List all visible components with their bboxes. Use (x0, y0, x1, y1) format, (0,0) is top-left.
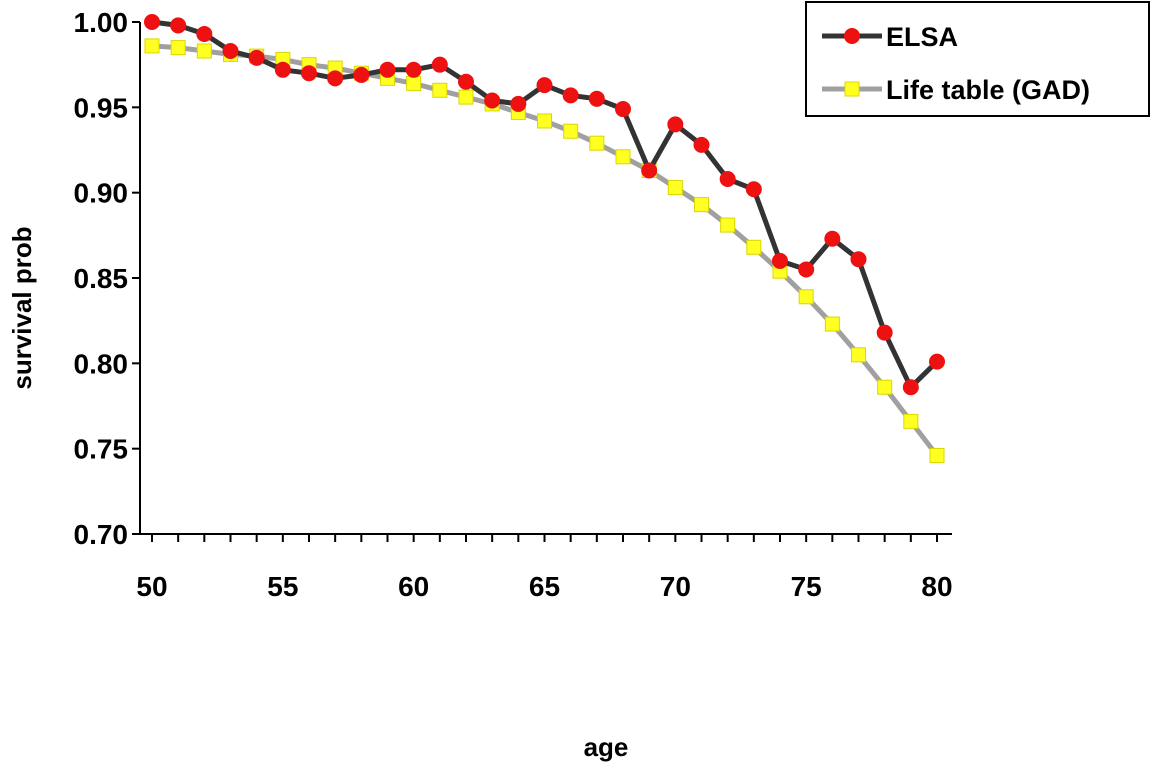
data-point (274, 61, 291, 78)
x-tick-label: 80 (921, 571, 952, 602)
data-point (536, 77, 553, 94)
legend-item: Life table (GAD) (822, 75, 1090, 105)
data-point (144, 14, 160, 30)
data-point (667, 180, 683, 196)
legend-marker (844, 81, 860, 97)
data-point (484, 92, 501, 109)
data-point (144, 38, 160, 54)
x-tick-label: 75 (791, 571, 822, 602)
data-point (772, 252, 788, 269)
data-point (588, 90, 605, 107)
data-point (458, 73, 474, 90)
data-point (824, 316, 840, 332)
data-point (746, 239, 762, 255)
series-elsa (144, 14, 945, 396)
data-point (641, 162, 658, 179)
data-point (929, 353, 945, 370)
data-point (824, 230, 841, 247)
data-point (798, 289, 814, 305)
legend: ELSA Life table (GAD) (805, 1, 1150, 117)
data-point (537, 113, 552, 129)
data-point (589, 135, 605, 151)
y-tick-label: 0.75 (74, 434, 129, 465)
x-tick-label: 65 (529, 571, 560, 602)
x-tick-label: 55 (267, 571, 298, 602)
legend-box (805, 1, 1150, 117)
x-axis-title: age (584, 732, 629, 762)
data-point (170, 40, 186, 56)
legend-label: ELSA (886, 22, 958, 52)
data-point (719, 171, 736, 188)
data-point (902, 379, 919, 396)
y-tick-label: 0.70 (74, 519, 129, 550)
data-point (301, 65, 317, 82)
data-point (615, 101, 631, 118)
data-point (798, 261, 815, 278)
series-layer (144, 14, 945, 463)
y-axis-title: survival prob (7, 226, 37, 389)
data-point (876, 324, 893, 341)
data-point (510, 95, 527, 112)
legend-item: ELSA (822, 22, 958, 52)
data-point (693, 136, 710, 153)
data-point (196, 25, 213, 42)
x-tick-label: 60 (398, 571, 429, 602)
data-point (877, 379, 893, 395)
y-tick-label: 1.00 (74, 7, 129, 38)
data-point (196, 43, 212, 59)
y-tick-label: 0.85 (74, 263, 129, 294)
data-point (562, 87, 579, 104)
x-tick-label: 70 (660, 571, 691, 602)
data-point (432, 82, 448, 98)
data-point (929, 447, 945, 463)
data-point (170, 17, 187, 34)
data-point (745, 181, 762, 198)
data-point (353, 66, 370, 83)
data-point (694, 197, 709, 213)
x-tick-label: 50 (136, 571, 167, 602)
data-point (406, 75, 422, 91)
data-point (248, 49, 265, 66)
data-point (850, 251, 867, 268)
y-tick-label: 0.80 (74, 348, 129, 379)
data-point (379, 61, 396, 78)
data-point (458, 89, 474, 105)
data-point (405, 61, 422, 78)
data-point (563, 123, 579, 139)
y-tick-label: 0.95 (74, 92, 129, 123)
data-point (667, 116, 684, 133)
data-point (327, 70, 344, 87)
legend-label: Life table (GAD) (886, 75, 1090, 105)
legend-marker (844, 28, 860, 44)
y-tick-label: 0.90 (74, 178, 129, 209)
data-point (851, 347, 866, 363)
data-point (222, 43, 239, 60)
data-point (431, 56, 448, 73)
axes: 0.70 0.75 0.80 0.85 0.90 0.95 1.00 50 55 60 65 70 75… (74, 7, 953, 602)
data-point (615, 149, 631, 165)
data-point (720, 217, 736, 233)
data-point (903, 413, 919, 429)
